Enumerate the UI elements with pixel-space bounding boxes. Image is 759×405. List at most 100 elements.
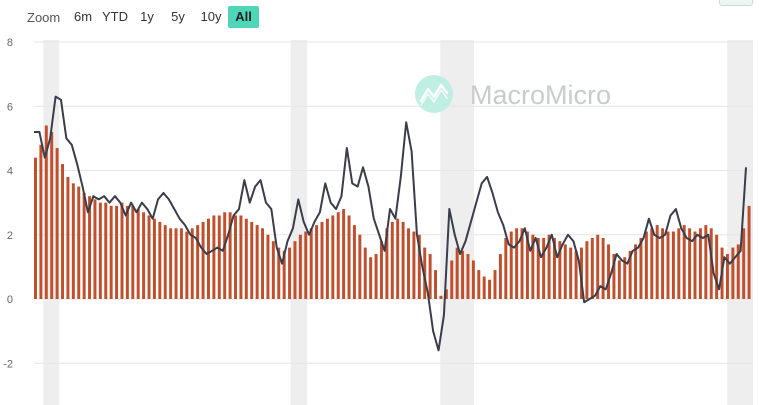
bar-91 [525, 231, 529, 299]
bar-110 [628, 250, 632, 299]
bar-5 [61, 164, 64, 299]
bar-52 [315, 225, 319, 299]
bar-78 [455, 247, 459, 299]
bar-series [34, 125, 751, 300]
bar-18 [131, 205, 135, 299]
range-button-1y[interactable]: 1y [140, 9, 154, 24]
bar-9 [82, 192, 86, 299]
bar-48 [293, 241, 297, 299]
bar-82 [477, 270, 481, 299]
bar-112 [639, 237, 643, 299]
watermark: MacroMicro [415, 75, 611, 113]
bar-29 [190, 228, 194, 299]
y-tick-label: 4 [7, 166, 13, 178]
bar-47 [288, 247, 292, 299]
bar-94 [542, 237, 546, 299]
bar-128 [725, 254, 729, 299]
bar-74 [434, 270, 438, 299]
bar-124 [704, 225, 708, 299]
macromicro-logo-icon [415, 75, 453, 113]
bar-42 [261, 228, 265, 299]
bar-32 [206, 218, 210, 299]
range-button-ytd[interactable]: YTD [102, 9, 128, 24]
bar-25 [169, 228, 173, 299]
bar-76 [444, 289, 448, 299]
bar-4 [55, 148, 59, 299]
logo-zigzag-icon-2 [420, 89, 448, 106]
bar-115 [655, 225, 659, 299]
bar-50 [304, 231, 308, 299]
bar-26 [174, 228, 178, 299]
bar-98 [563, 244, 567, 299]
bar-123 [698, 228, 702, 299]
bar-61 [363, 247, 367, 299]
bar-103 [590, 237, 594, 299]
bar-71 [417, 234, 421, 299]
line-series [34, 95, 747, 352]
bar-97 [558, 241, 562, 299]
range-button-10y[interactable]: 10y [200, 9, 222, 24]
bar-36 [228, 212, 232, 299]
y-tick-label: 0 [7, 294, 13, 306]
bar-12 [98, 202, 102, 300]
bar-59 [352, 225, 356, 299]
bar-68 [401, 221, 405, 299]
bar-24 [163, 225, 167, 299]
y-axis: 8 6 4 2 0 -2 [3, 37, 13, 370]
bar-69 [407, 228, 410, 299]
bar-38 [239, 215, 243, 299]
bar-56 [336, 212, 340, 299]
bar-100 [574, 250, 578, 299]
bar-40 [250, 221, 254, 299]
bar-73 [428, 254, 432, 299]
range-selector-toolbar: Zoom 6m YTD 1y 5y 10y All [0, 0, 759, 34]
bar-58 [347, 215, 351, 299]
watermark-text: MacroMicro [470, 80, 611, 110]
bar-131 [742, 228, 746, 299]
bar-92 [531, 234, 535, 299]
bar-46 [282, 250, 286, 299]
bar-81 [471, 260, 475, 299]
bar-57 [342, 209, 346, 299]
bar-16 [120, 202, 124, 300]
bar-116 [661, 228, 665, 299]
range-button-5y[interactable]: 5y [171, 9, 185, 24]
bar-49 [298, 234, 302, 299]
bar-45 [277, 247, 281, 299]
bar-113 [644, 231, 648, 299]
bar-95 [547, 234, 551, 299]
bar-83 [482, 276, 486, 299]
bar-11 [93, 199, 97, 299]
y-tick-label: 8 [7, 37, 13, 49]
y-tick-label: 6 [7, 101, 13, 113]
bar-96 [552, 237, 556, 299]
bar-64 [379, 241, 383, 299]
bar-33 [212, 215, 216, 299]
y-tick-label: -2 [3, 358, 13, 370]
bar-130 [736, 244, 740, 299]
bar-21 [147, 215, 151, 299]
bar-67 [396, 218, 400, 299]
bar-79 [461, 250, 465, 299]
bar-22 [152, 218, 156, 299]
bar-117 [666, 231, 670, 299]
bar-27 [179, 228, 183, 299]
chart-menu-button[interactable] [719, 0, 753, 6]
bar-70 [412, 231, 416, 299]
bar-1 [39, 144, 43, 299]
bar-119 [677, 228, 681, 299]
bar-30 [196, 225, 200, 299]
y-tick-label: 2 [7, 230, 13, 242]
range-button-all[interactable]: All [228, 6, 259, 28]
range-button-6m[interactable]: 6m [73, 9, 93, 24]
bar-43 [266, 234, 270, 299]
recession-band-1 [290, 40, 308, 405]
zoom-label: Zoom [27, 10, 61, 25]
bar-13 [104, 202, 108, 300]
bar-19 [136, 209, 140, 299]
bar-118 [671, 231, 675, 299]
bar-80 [466, 254, 470, 299]
bar-62 [369, 257, 373, 299]
bar-20 [142, 212, 146, 299]
bar-54 [325, 218, 329, 299]
